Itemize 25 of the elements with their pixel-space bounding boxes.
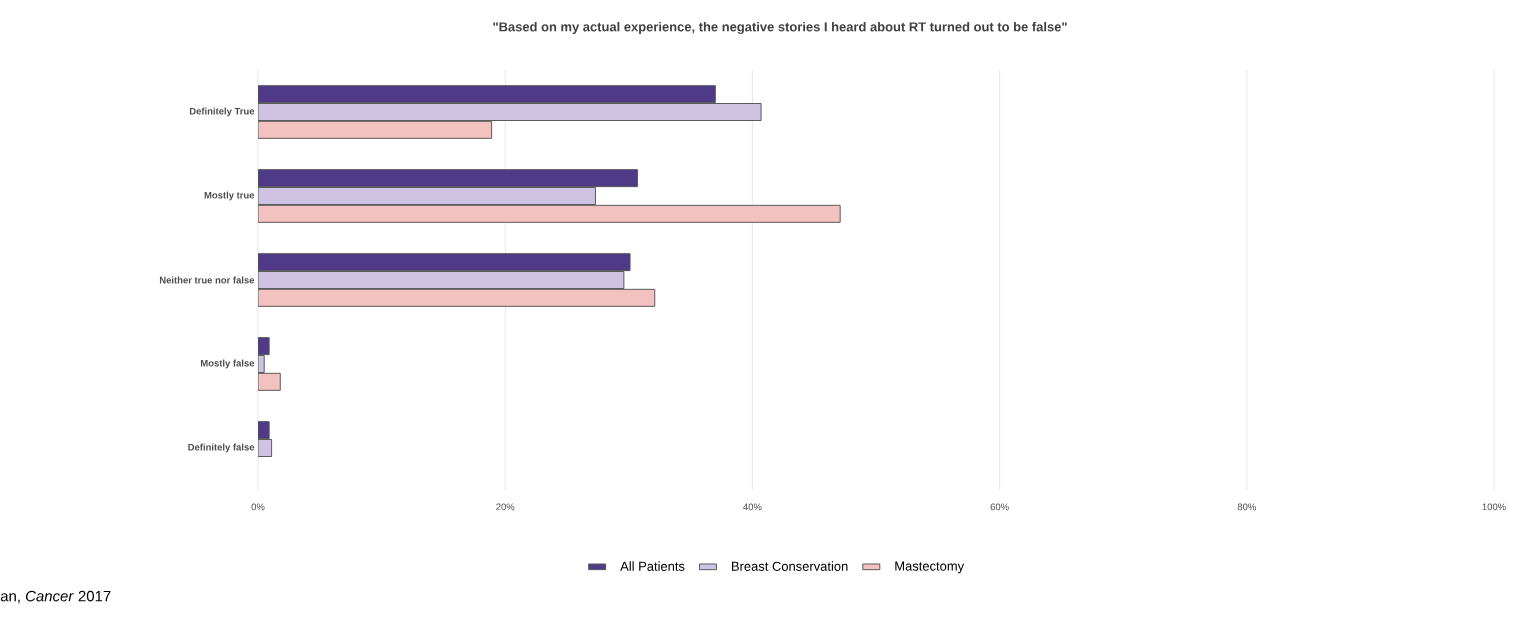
y-tick-label: Neither true nor false bbox=[159, 276, 255, 284]
legend-label: Breast Conservation bbox=[732, 561, 848, 571]
y-tick-label: Definitely True bbox=[189, 107, 255, 117]
bar bbox=[258, 253, 631, 272]
x-tick-label: 40% bbox=[743, 503, 762, 511]
bar bbox=[258, 103, 762, 121]
bar bbox=[258, 169, 638, 188]
bar bbox=[258, 204, 841, 223]
y-tick-label: Mostly false bbox=[200, 359, 255, 369]
x-tick-label: 100% bbox=[1482, 503, 1506, 511]
bar bbox=[258, 85, 716, 104]
bar bbox=[258, 270, 625, 289]
legend-label: Mastectomy bbox=[895, 561, 965, 574]
text: an, Cancer 2017 bbox=[0, 590, 111, 604]
x-tick-label: 60% bbox=[990, 503, 1009, 511]
x-tick-label: 80% bbox=[1237, 503, 1256, 511]
bar bbox=[258, 120, 493, 139]
legend-label: All Patients bbox=[620, 561, 685, 571]
y-tick-label: Definitely false bbox=[188, 443, 255, 453]
x-tick-label: 20% bbox=[496, 503, 515, 511]
bar bbox=[258, 186, 596, 205]
y-tick-label: Mostly true bbox=[204, 191, 255, 201]
bar bbox=[258, 288, 656, 307]
chart-title: "Based on my actual experience, the negative stories I heard about RT turned out to be false" bbox=[493, 21, 1067, 35]
x-tick-label: 0% bbox=[251, 503, 265, 511]
